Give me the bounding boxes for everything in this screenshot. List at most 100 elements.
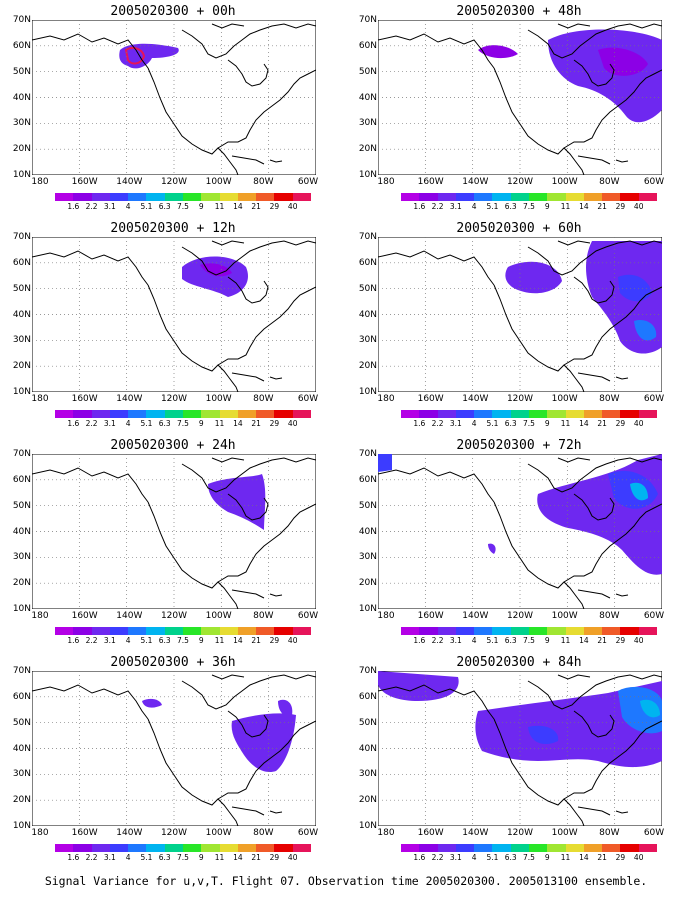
longitude-label: 120W (160, 611, 188, 621)
color-level-label: 40 (633, 853, 644, 862)
color-level-label: 40 (287, 853, 298, 862)
color-bar-segment (164, 844, 183, 852)
longitude-label: 60W (643, 611, 665, 621)
color-level-label: 2.2 (431, 419, 444, 428)
latitude-label: 50N (358, 500, 377, 511)
longitude-label: 180 (377, 394, 395, 404)
coastline (563, 503, 662, 583)
color-bar-segment (437, 410, 456, 418)
color-level-label: 11 (560, 636, 571, 645)
longitude-label: 120W (160, 394, 188, 404)
color-level-label: 9 (544, 202, 550, 211)
color-level-label: 7.5 (523, 636, 535, 645)
coastline (577, 372, 611, 382)
color-bar-segment (292, 193, 311, 201)
color-bar-segment (510, 844, 529, 852)
color-level-label: 7.5 (523, 202, 535, 211)
color-bar-segment (565, 410, 584, 418)
coastline (557, 674, 591, 680)
latitude-label: 70N (12, 449, 31, 459)
color-bar-segment (419, 410, 438, 418)
variance-region (505, 261, 562, 294)
color-bar-segment (73, 410, 92, 418)
longitude-label: 180 (31, 177, 49, 187)
color-bar-segment (182, 844, 202, 852)
color-bar-segment (583, 627, 603, 635)
panel-title: 2005020300 + 24h (110, 438, 236, 453)
longitude-label: 60W (297, 611, 319, 621)
color-bar (401, 410, 657, 418)
variance-region (378, 454, 392, 472)
color-bar-segment (638, 627, 657, 635)
latitude-label: 20N (358, 795, 377, 806)
variance-region (478, 45, 518, 59)
color-level-label: 5.1 (486, 636, 499, 645)
color-level-label: 14 (579, 419, 589, 428)
color-level-label: 6.3 (158, 636, 171, 645)
longitude-label: 100W (551, 828, 578, 838)
map-plot-24h (32, 454, 316, 609)
color-level-label: 21 (251, 419, 261, 428)
coastline (147, 284, 239, 392)
color-bar-segment (620, 193, 639, 201)
color-bar-segment (510, 627, 529, 635)
latitude-label: 50N (358, 717, 377, 728)
longitude-label: 120W (160, 177, 188, 187)
coastline (557, 23, 591, 29)
map-plot-84h (378, 671, 662, 826)
color-bar-segment (528, 844, 548, 852)
color-level-label: 6.3 (504, 202, 517, 211)
color-bar-segment (164, 627, 183, 635)
coastline (32, 467, 149, 503)
color-bar-segment (638, 193, 657, 201)
color-level-label: 14 (233, 636, 243, 645)
latitude-label: 70N (358, 666, 377, 676)
color-level-label: 5.1 (140, 419, 153, 428)
panel-title: 2005020300 + 36h (110, 655, 236, 670)
color-level-label: 5.1 (140, 636, 153, 645)
longitude-label: 180 (31, 611, 49, 621)
coastline (577, 155, 611, 165)
color-bar-segment (201, 193, 220, 201)
longitude-label: 140W (462, 611, 489, 621)
latitude-label: 10N (358, 821, 377, 831)
color-level-label: 14 (233, 202, 243, 211)
color-bar-segment (146, 627, 165, 635)
color-bar-segment (237, 844, 257, 852)
color-bar-segment (474, 627, 493, 635)
color-bar-segment (91, 193, 110, 201)
color-level-label: 3.1 (449, 853, 462, 862)
latitude-label: 10N (12, 387, 31, 397)
color-level-label: 4 (125, 853, 131, 862)
longitude-label: 180 (31, 394, 49, 404)
color-bar-segment (146, 410, 165, 418)
latitude-label: 40N (358, 743, 377, 754)
longitude-label: 100W (205, 611, 232, 621)
longitude-label: 160W (417, 394, 444, 404)
color-level-label: 11 (560, 419, 571, 428)
color-bar-segment (237, 193, 257, 201)
color-bar-segment (292, 844, 311, 852)
coastline (378, 33, 495, 69)
color-bar-segment (182, 627, 202, 635)
color-bar-segment (219, 844, 238, 852)
coastline (573, 276, 615, 304)
coastline (231, 589, 265, 599)
longitude-label: 80W (599, 394, 620, 404)
map-panel-24h: 2005020300 + 24h 70N 60N 50N 40N 30N 20N 10N 18… (0, 438, 346, 654)
coastline (231, 806, 265, 816)
coastline (147, 67, 239, 175)
latitude-label: 70N (12, 232, 31, 242)
longitude-label: 120W (506, 177, 534, 187)
coastline (557, 240, 591, 246)
coastline (615, 159, 629, 163)
color-level-label: 5.1 (486, 419, 499, 428)
variance-region (231, 713, 296, 773)
coastline (32, 684, 149, 720)
longitude-label: 60W (643, 394, 665, 404)
color-level-label: 3.1 (449, 636, 462, 645)
color-bar-segment (55, 844, 74, 852)
latitude-label: 60N (358, 691, 377, 702)
variance-region (528, 725, 559, 745)
longitude-label: 80W (253, 394, 274, 404)
